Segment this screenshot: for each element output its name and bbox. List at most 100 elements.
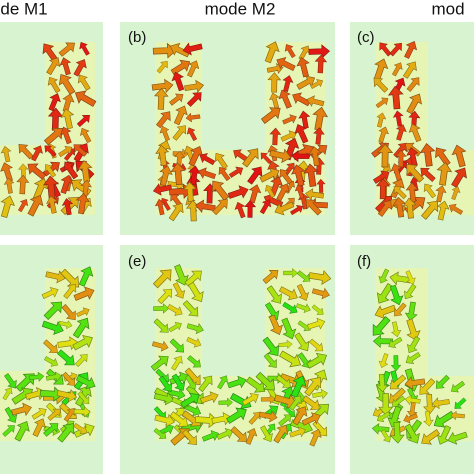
column-title: de M1 [0, 0, 47, 18]
field-arrow [73, 59, 87, 77]
field-arrow [47, 76, 61, 94]
field-arrow [180, 392, 200, 409]
field-arrow [58, 42, 76, 57]
field-arrow [404, 41, 418, 59]
field-arrow [312, 420, 328, 437]
field-arrow [198, 167, 217, 180]
field-arrow [376, 283, 394, 304]
field-arrow [151, 340, 169, 352]
field-arrow [152, 269, 172, 289]
field-arrow [404, 283, 417, 300]
field-arrow [170, 162, 186, 186]
field-arrow [31, 407, 47, 420]
field-arrow [234, 201, 246, 219]
field-arrow [376, 411, 391, 423]
field-arrow [167, 303, 183, 316]
field-arrow [390, 421, 405, 444]
field-arrow [451, 186, 461, 201]
field-arrow [373, 77, 389, 93]
field-arrow [80, 127, 92, 144]
field-arrow [372, 316, 391, 336]
panel-label: (b) [128, 29, 146, 46]
field-arrow [280, 130, 297, 142]
field-arrow [241, 392, 259, 406]
field-arrow [58, 145, 73, 158]
field-arrow [2, 425, 15, 437]
field-arrow [75, 193, 90, 215]
field-arrow [290, 204, 304, 216]
field-arrow [31, 145, 43, 162]
field-arrow [152, 183, 173, 196]
field-arrow [155, 144, 170, 166]
field-arrow [188, 145, 204, 167]
field-arrow [171, 355, 183, 371]
field-arrow [2, 387, 13, 401]
field-arrow [291, 164, 306, 187]
field-arrow [454, 397, 467, 409]
field-arrow [32, 418, 46, 438]
field-arrow [406, 147, 419, 167]
field-arrow [282, 75, 294, 92]
field-arrow [279, 169, 293, 185]
field-arrow [404, 394, 421, 406]
field-arrow [59, 57, 72, 76]
field-arrow [294, 184, 305, 199]
field-arrow [73, 286, 95, 301]
field-arrow [305, 199, 322, 216]
field-arrow [44, 356, 59, 367]
field-arrow [73, 144, 88, 157]
field-arrow [72, 334, 93, 351]
field-arrow [311, 287, 330, 300]
field-arrow [395, 149, 407, 168]
field-arrow [301, 412, 321, 426]
field-arrow [379, 42, 392, 57]
field-arrow [406, 77, 420, 92]
field-arrow [388, 336, 403, 348]
field-arrow [295, 303, 311, 314]
field-arrow [182, 42, 203, 56]
field-arrow [447, 431, 468, 445]
field-arrow [185, 374, 197, 390]
field-arrow [278, 89, 292, 109]
field-arrow [278, 414, 292, 427]
field-arrow [308, 44, 330, 59]
panel-label: (c) [357, 29, 375, 46]
field-arrow [186, 337, 202, 348]
field-arrow [298, 110, 311, 129]
field-arrow [72, 317, 90, 339]
field-arrow [0, 195, 16, 218]
field-arrow [378, 393, 394, 416]
field-arrow [14, 421, 30, 442]
field-arrow [258, 410, 278, 423]
field-arrow [304, 377, 322, 397]
field-arrow [309, 338, 324, 352]
field-arrow [218, 397, 233, 408]
field-arrow [378, 268, 390, 284]
field-arrow [187, 60, 200, 78]
column-title: mod [431, 0, 464, 18]
field-arrow [306, 95, 325, 107]
field-arrow [17, 163, 29, 180]
field-arrow [259, 199, 272, 215]
field-arrow [42, 175, 59, 200]
field-arrow [199, 153, 216, 166]
field-arrow [153, 392, 175, 406]
field-arrow [419, 142, 436, 167]
field-arrow [151, 78, 174, 94]
field-arrow [259, 167, 280, 183]
field-arrow [290, 375, 307, 398]
field-arrow [316, 178, 326, 193]
field-arrow [404, 376, 426, 390]
field-arrow [0, 146, 12, 163]
field-arrow [77, 159, 93, 183]
field-arrow [391, 321, 402, 338]
field-arrow [41, 286, 59, 299]
field-arrow [63, 283, 77, 299]
field-arrow [48, 93, 61, 112]
field-arrow [423, 393, 437, 415]
field-arrow [172, 125, 187, 141]
field-arrow [312, 106, 329, 131]
field-arrow [58, 320, 73, 330]
field-arrow [284, 44, 296, 59]
